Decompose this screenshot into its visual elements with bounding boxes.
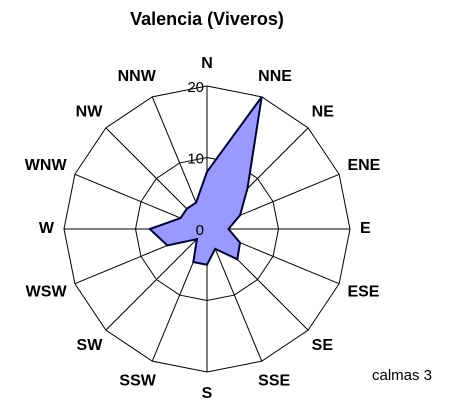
category-label: WNW	[25, 157, 68, 174]
category-label: ENE	[347, 157, 380, 174]
category-label: SSW	[119, 373, 156, 390]
category-label: WSW	[26, 283, 68, 300]
category-label: ESE	[347, 283, 379, 300]
category-label: W	[39, 220, 55, 237]
tick-label: 10	[187, 150, 204, 167]
spoke	[105, 228, 208, 331]
category-label: SSE	[258, 373, 290, 390]
tick-label: 20	[187, 79, 204, 96]
category-label: S	[202, 385, 213, 402]
tick-label: 0	[196, 222, 204, 239]
category-label: E	[360, 220, 371, 237]
category-label: NNW	[118, 68, 157, 85]
category-label: NW	[76, 104, 104, 121]
data-area	[147, 96, 263, 266]
category-label: NNE	[258, 68, 292, 85]
category-label: N	[201, 55, 213, 72]
chart-title: Valencia (Viveros)	[130, 9, 284, 29]
category-label: SW	[77, 337, 104, 354]
spoke	[206, 228, 263, 362]
annotation: calmas 3	[372, 367, 432, 384]
category-label: NE	[312, 104, 335, 121]
category-label: SE	[312, 337, 334, 354]
